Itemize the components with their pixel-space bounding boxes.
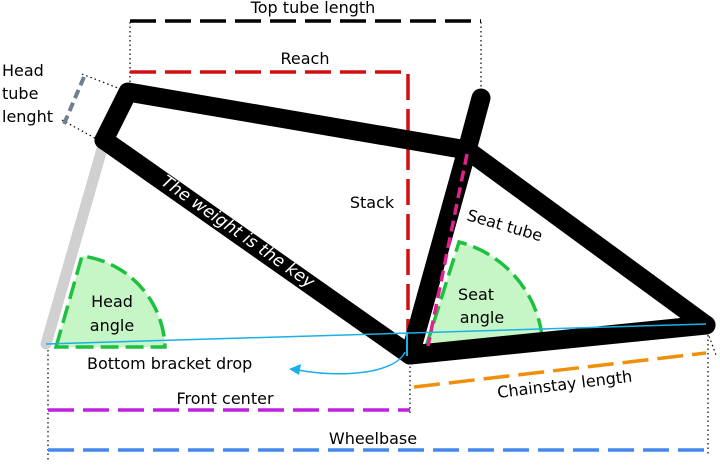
chainstay-length-label: Chainstay length	[496, 367, 633, 402]
head-angle-wedge	[53, 254, 167, 349]
seat-angle-label-2: angle	[460, 308, 504, 327]
head-angle-label-2: angle	[90, 316, 134, 335]
seat-angle-wedge	[423, 239, 544, 350]
reach-stack-line	[130, 70, 410, 335]
seat-angle-label-1: Seat	[458, 285, 494, 304]
head-angle-label-1: Head	[91, 292, 133, 311]
fork	[40, 136, 110, 350]
bottom-bracket-drop-label: Bottom bracket drop	[87, 354, 252, 373]
top-tube-length-label: Top tube length	[250, 0, 376, 17]
wheelbase-label: Wheelbase	[329, 429, 417, 448]
reach-label: Reach	[281, 49, 330, 68]
seat-tube-line	[426, 153, 469, 347]
head-tube-length-line	[62, 76, 86, 125]
bottom-bracket-drop-arrow	[297, 351, 406, 375]
seat-tube-label: Seat tube	[465, 206, 545, 246]
frame-text: The weight is the key	[157, 172, 319, 294]
chainstay-length-line	[413, 351, 707, 389]
bike-frame	[94, 82, 716, 365]
head-tube-label-1: Head	[2, 61, 44, 80]
front-center-label: Front center	[176, 389, 273, 408]
head-tube-label-3: lenght	[2, 107, 53, 126]
axle-line	[45, 323, 707, 345]
head-tube-label-2: tube	[2, 84, 38, 103]
bottom-bracket-drop-arrowhead	[289, 364, 301, 375]
stack-label: Stack	[350, 193, 395, 212]
